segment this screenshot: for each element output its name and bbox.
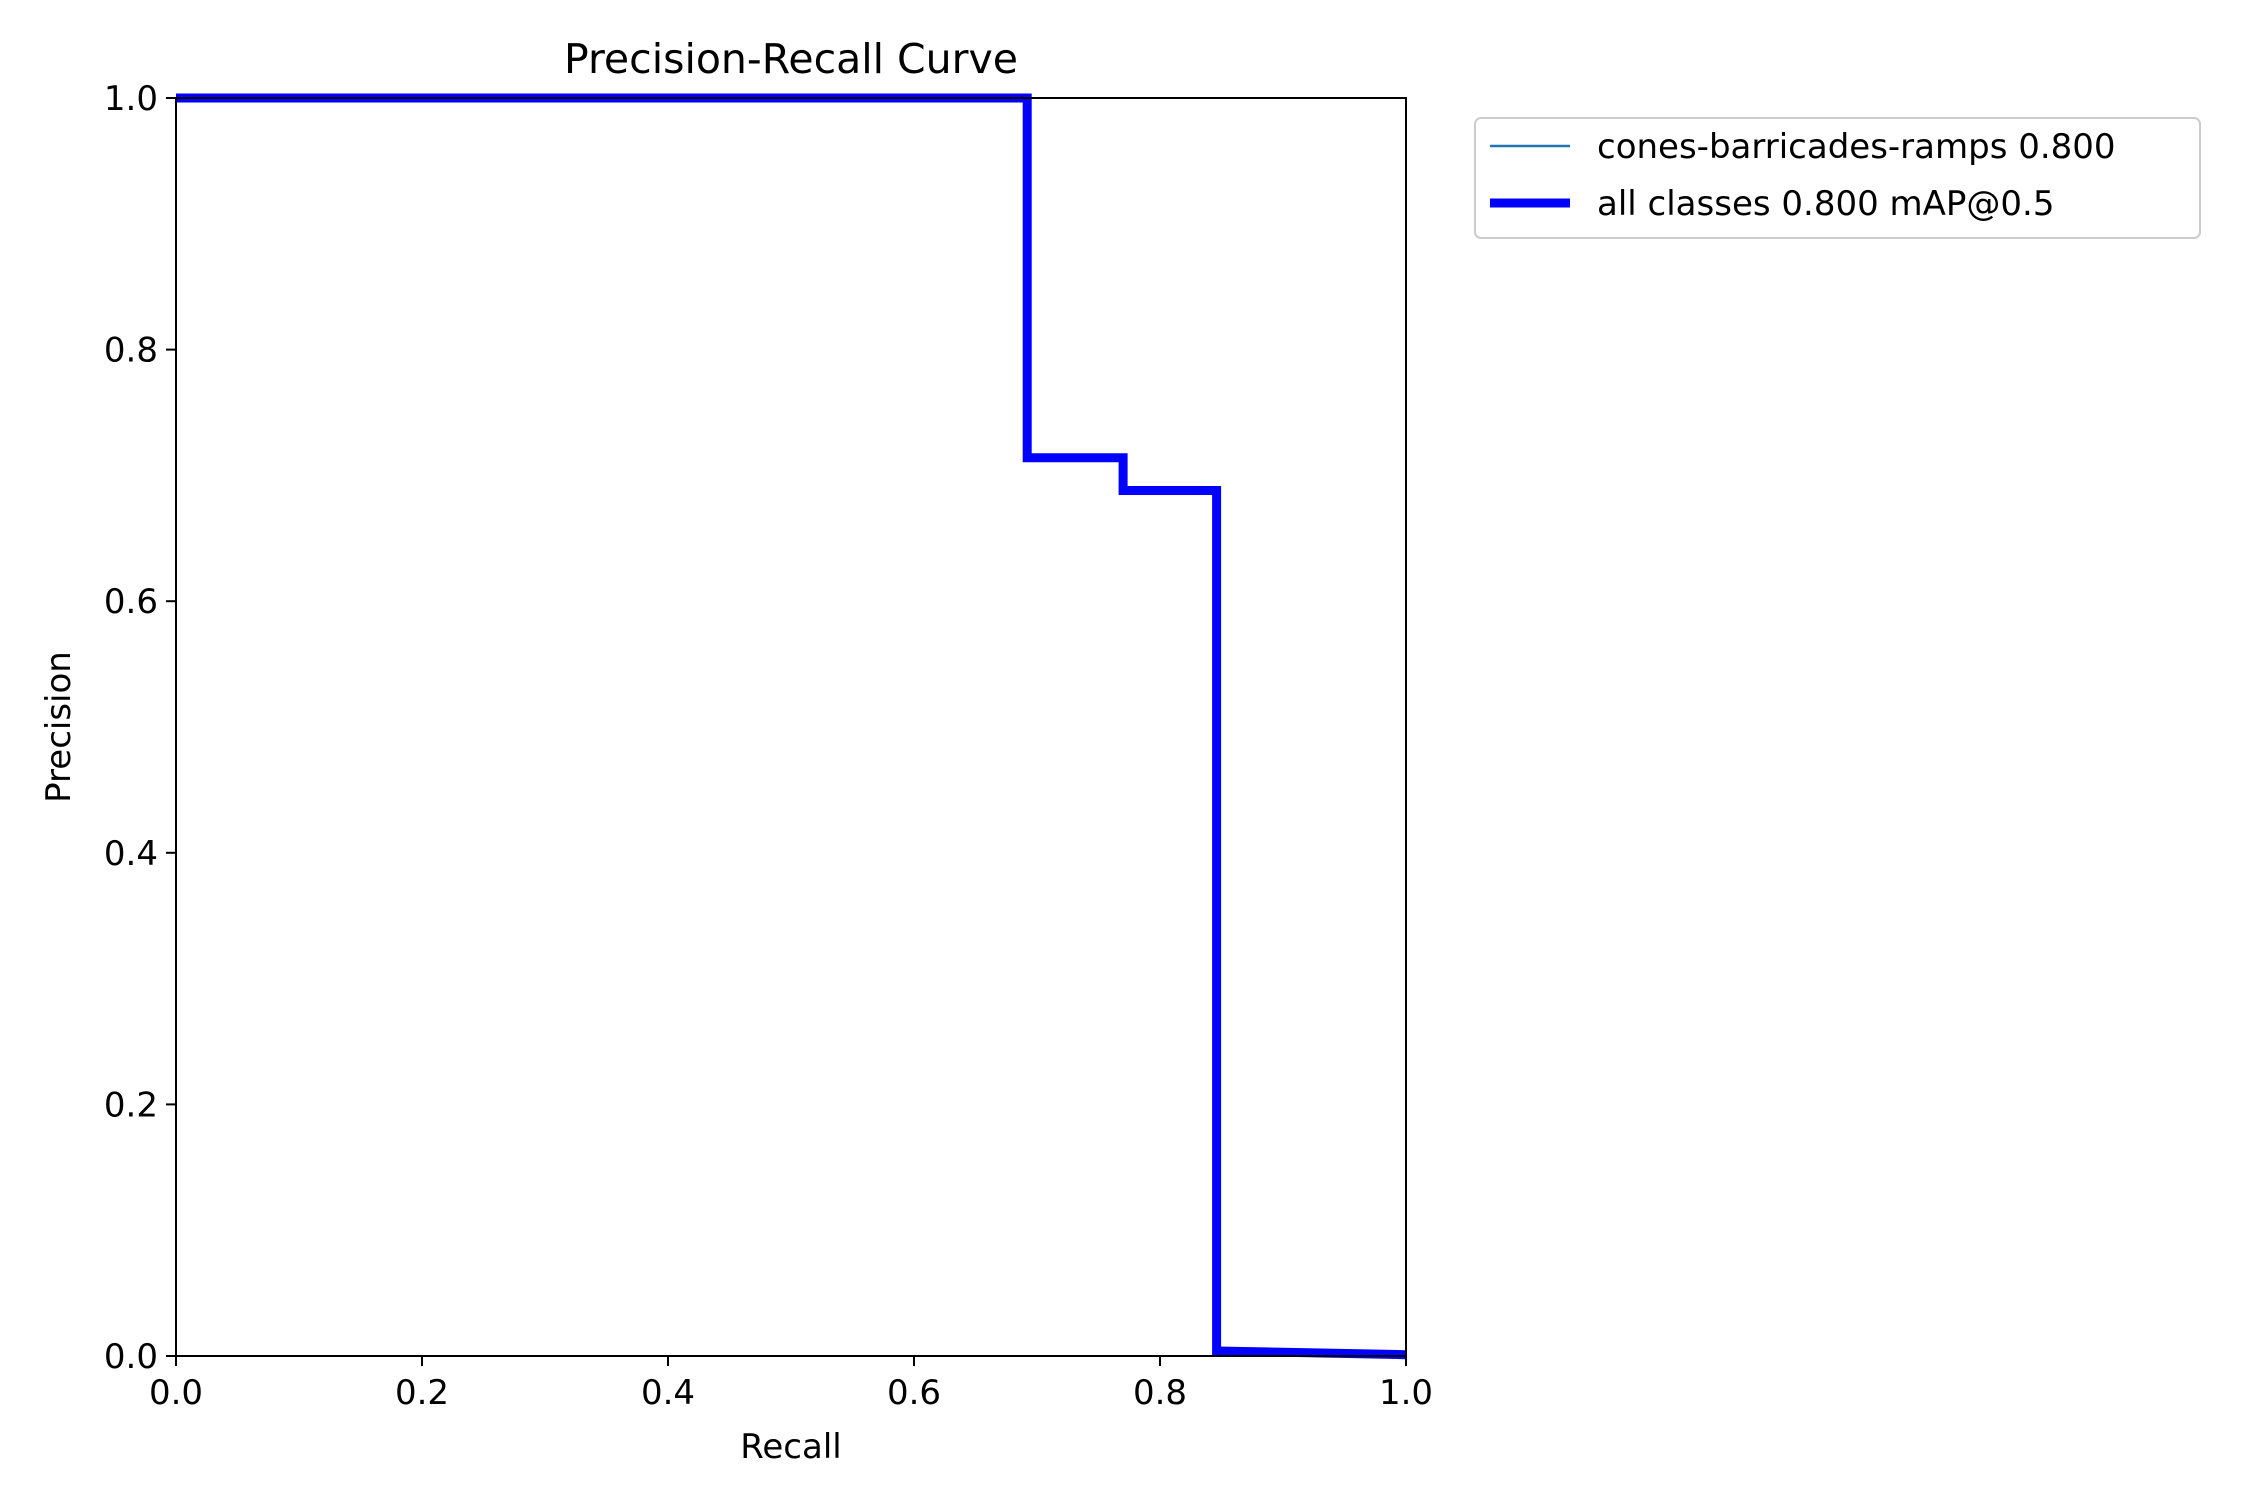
y-tick-label: 0.8 [104, 331, 158, 371]
legend-box [1474, 117, 2201, 239]
y-axis-ticks: 0.0 0.2 0.4 0.6 0.8 1.0 [104, 79, 176, 1377]
y-tick-label: 0.4 [104, 834, 158, 874]
x-axis-label: Recall [740, 1427, 841, 1467]
legend-label-all-classes: all classes 0.800 mAP@0.5 [1597, 184, 2054, 224]
y-axis-label: Precision [39, 651, 79, 803]
series-line-all-classes [176, 93, 1407, 1360]
x-axis-ticks: 0.0 0.2 0.4 0.6 0.8 1.0 [149, 1356, 1433, 1413]
plot-lines [176, 93, 1407, 1360]
x-tick-label: 1.0 [1379, 1373, 1433, 1413]
chart-title: Precision-Recall Curve [564, 35, 1018, 83]
x-tick-label: 0.6 [887, 1373, 941, 1413]
y-tick-label: 0.0 [104, 1337, 158, 1377]
y-tick-label: 0.6 [104, 582, 158, 622]
x-tick-label: 0.8 [1133, 1373, 1187, 1413]
y-tick-label: 1.0 [104, 79, 158, 119]
x-tick-label: 0.2 [395, 1373, 449, 1413]
plot-frame [175, 97, 1407, 1357]
y-tick-label: 0.2 [104, 1085, 158, 1125]
legend: cones-barricades-ramps 0.800 all classes… [1474, 117, 2201, 239]
legend-label-cones-barricades-ramps: cones-barricades-ramps 0.800 [1597, 127, 2116, 167]
x-tick-label: 0.4 [641, 1373, 695, 1413]
x-tick-label: 0.0 [149, 1373, 203, 1413]
